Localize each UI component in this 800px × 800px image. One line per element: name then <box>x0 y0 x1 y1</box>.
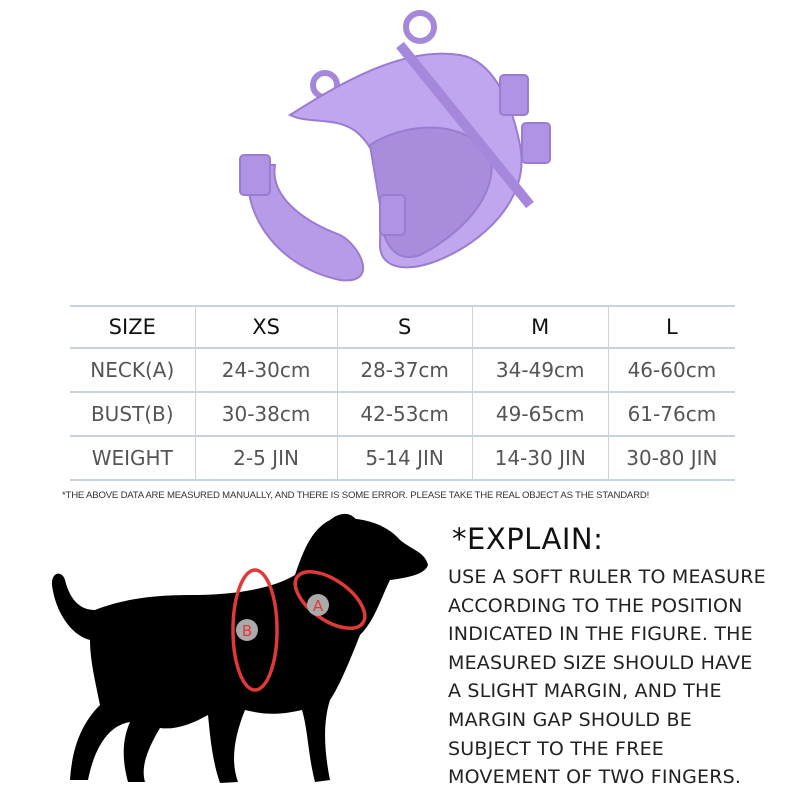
explain-line: A SLIGHT MARGIN, AND THE <box>448 680 722 703</box>
header-cell: L <box>607 305 735 349</box>
explain-body: USE A SOFT RULER TO MEASURE ACCORDING TO… <box>448 563 793 792</box>
explain-line: MOVEMENT OF TWO FINGERS. <box>448 766 742 789</box>
row-label: BUST(B) <box>70 391 196 437</box>
size-table: SIZE XS S M L NECK(A) 24-30cm 28-37cm 34… <box>70 305 735 481</box>
explain-title: *EXPLAIN: <box>452 522 604 556</box>
table-cell: 61-76cm <box>607 391 735 437</box>
table-cell: 5-14 JIN <box>336 435 473 481</box>
table-cell: 28-37cm <box>336 347 473 393</box>
table-cell: 42-53cm <box>336 391 473 437</box>
dog-measurement-diagram: A B <box>51 513 428 783</box>
table-row: WEIGHT 2-5 JIN 5-14 JIN 14-30 JIN 30-80 … <box>70 435 735 481</box>
explain-line: ACCORDING TO THE POSITION <box>448 594 743 617</box>
explain-line: INDICATED IN THE FIGURE. THE <box>448 623 753 646</box>
header-cell: SIZE <box>70 305 196 349</box>
table-header-row: SIZE XS S M L <box>70 305 735 349</box>
row-label: WEIGHT <box>70 435 196 481</box>
table-cell: 14-30 JIN <box>471 435 609 481</box>
disclaimer-note: *THE ABOVE DATA ARE MEASURED MANUALLY, A… <box>62 490 650 501</box>
table-row: BUST(B) 30-38cm 42-53cm 49-65cm 61-76cm <box>70 391 735 437</box>
explain-line: MEASURED SIZE SHOULD HAVE <box>448 651 753 674</box>
explain-line: MARGIN GAP SHOULD BE <box>448 708 692 731</box>
table-cell: 2-5 JIN <box>194 435 338 481</box>
table-row: NECK(A) 24-30cm 28-37cm 34-49cm 46-60cm <box>70 347 735 393</box>
explain-line: USE A SOFT RULER TO MEASURE <box>448 566 766 588</box>
table-cell: 30-38cm <box>194 391 338 437</box>
bust-measurement-line <box>231 568 279 692</box>
row-label: NECK(A) <box>70 347 196 393</box>
dog-silhouette <box>51 518 428 783</box>
harness-product-image <box>239 10 551 282</box>
table-cell: 34-49cm <box>471 347 609 393</box>
table-cell: 24-30cm <box>194 347 338 393</box>
table-cell: 30-80 JIN <box>607 435 735 481</box>
marker-a-icon <box>307 594 329 616</box>
neck-measurement-line <box>293 570 367 630</box>
marker-b-label: B <box>242 622 252 640</box>
marker-a-label: A <box>313 597 324 615</box>
explain-line: SUBJECT TO THE FREE <box>448 737 665 760</box>
table-cell: 46-60cm <box>607 347 735 393</box>
table-cell: 49-65cm <box>471 391 609 437</box>
marker-b-icon <box>236 619 258 641</box>
header-cell: XS <box>194 305 338 349</box>
header-cell: M <box>471 305 609 349</box>
header-cell: S <box>336 305 473 349</box>
